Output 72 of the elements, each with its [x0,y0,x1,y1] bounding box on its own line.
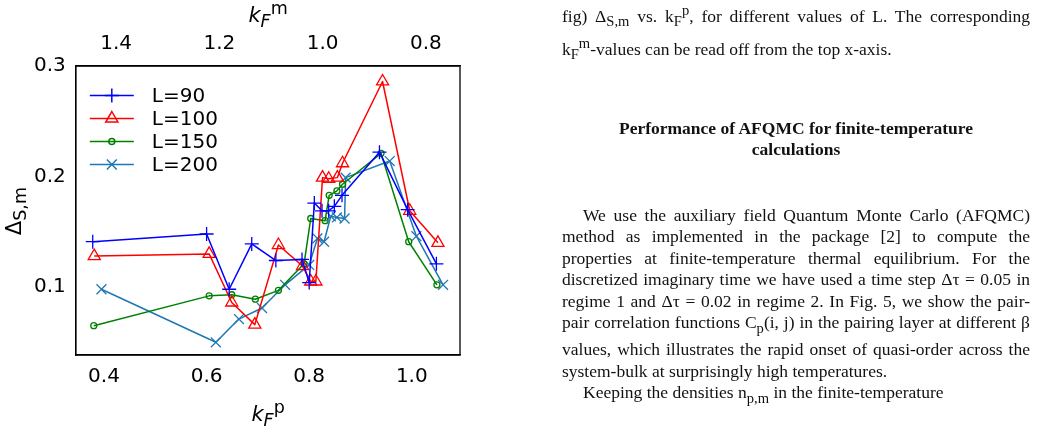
point [307,214,315,223]
y-tick-label: 0.3 [33,52,66,77]
point [331,211,343,224]
point [271,237,286,250]
point [210,336,222,348]
point [295,258,310,271]
point [321,171,336,183]
point [325,191,333,199]
point [405,238,413,246]
point [431,235,445,247]
point [233,313,245,325]
y-tick-label: 0.1 [33,273,66,298]
text: Keeping the densities n$_{p,m}$ in the finite-temperature [582,382,945,408]
legend-label: L=150 [151,128,218,153]
point [225,294,239,307]
point [371,144,388,160]
point [335,155,350,168]
point [410,230,422,242]
text: fig) Δ$_{S,m}$ vs. k$_{F}$$^{p}$, for different values of L. The corresponding k$_{F}$$^{m}$-values can be read off from the top x-axis. [562,2,1030,63]
point [309,273,323,286]
point [338,212,351,225]
text: We use the auxiliary field Quantum Monte Carlo (AFQMC) method as implemented in the package [2] to compute the properties at finite-temperature thermal equilibrium. For the discretized imaginary time we have used a time step Δτ = 0.05 in regime 1 and Δτ = 0.02 in regime 2. In Fig. 5, we show the pair-pair correlation functions C$_{p}$(i, j) in the pairing layer at different β values, which illustrates the rapid onset of quasi-order across the system-bulk at surprisingly high temperatures. [562,204,1030,381]
point [433,281,441,289]
point [85,234,101,250]
point [318,236,330,248]
point [244,236,260,252]
legend-label: L=100 [151,105,218,130]
point [330,169,345,182]
point [256,302,268,314]
x-tick-label: 1.0 [395,363,428,388]
point [437,279,449,291]
point [294,251,310,268]
point [87,248,101,261]
point [334,187,350,203]
point [338,180,347,188]
point [315,169,330,182]
text: Performance of AFQMC for finite-temperature calculations [617,117,975,161]
point [228,291,236,299]
point [340,172,352,184]
y-tick-label: 0.2 [33,162,66,187]
point [279,279,291,291]
point [205,292,213,300]
x-tick-label: 0.6 [190,363,223,388]
point [384,155,396,167]
point [304,273,318,286]
point [274,286,283,294]
point [90,322,98,330]
legend-label: L=90 [151,82,206,107]
legend-label: L=200 [151,151,218,176]
x2-tick-label: 1.4 [100,30,132,55]
point [375,73,390,86]
point [311,232,323,245]
point [251,295,259,303]
point [202,246,216,259]
point [326,198,342,215]
x2-tick-label: 1.2 [203,30,236,55]
x-tick-label: 0.4 [88,363,120,388]
point [248,316,262,329]
point [321,203,337,219]
x-tick-label: 0.8 [293,363,326,388]
point [198,226,215,242]
point [428,256,445,272]
point [95,283,108,295]
point [268,252,284,269]
point [321,217,329,225]
x2-tick-label: 1.0 [306,30,339,55]
point [377,149,385,157]
point [325,210,337,222]
point [221,281,237,297]
point [301,274,317,291]
point [333,187,341,195]
x2-tick-label: 0.8 [410,30,442,55]
